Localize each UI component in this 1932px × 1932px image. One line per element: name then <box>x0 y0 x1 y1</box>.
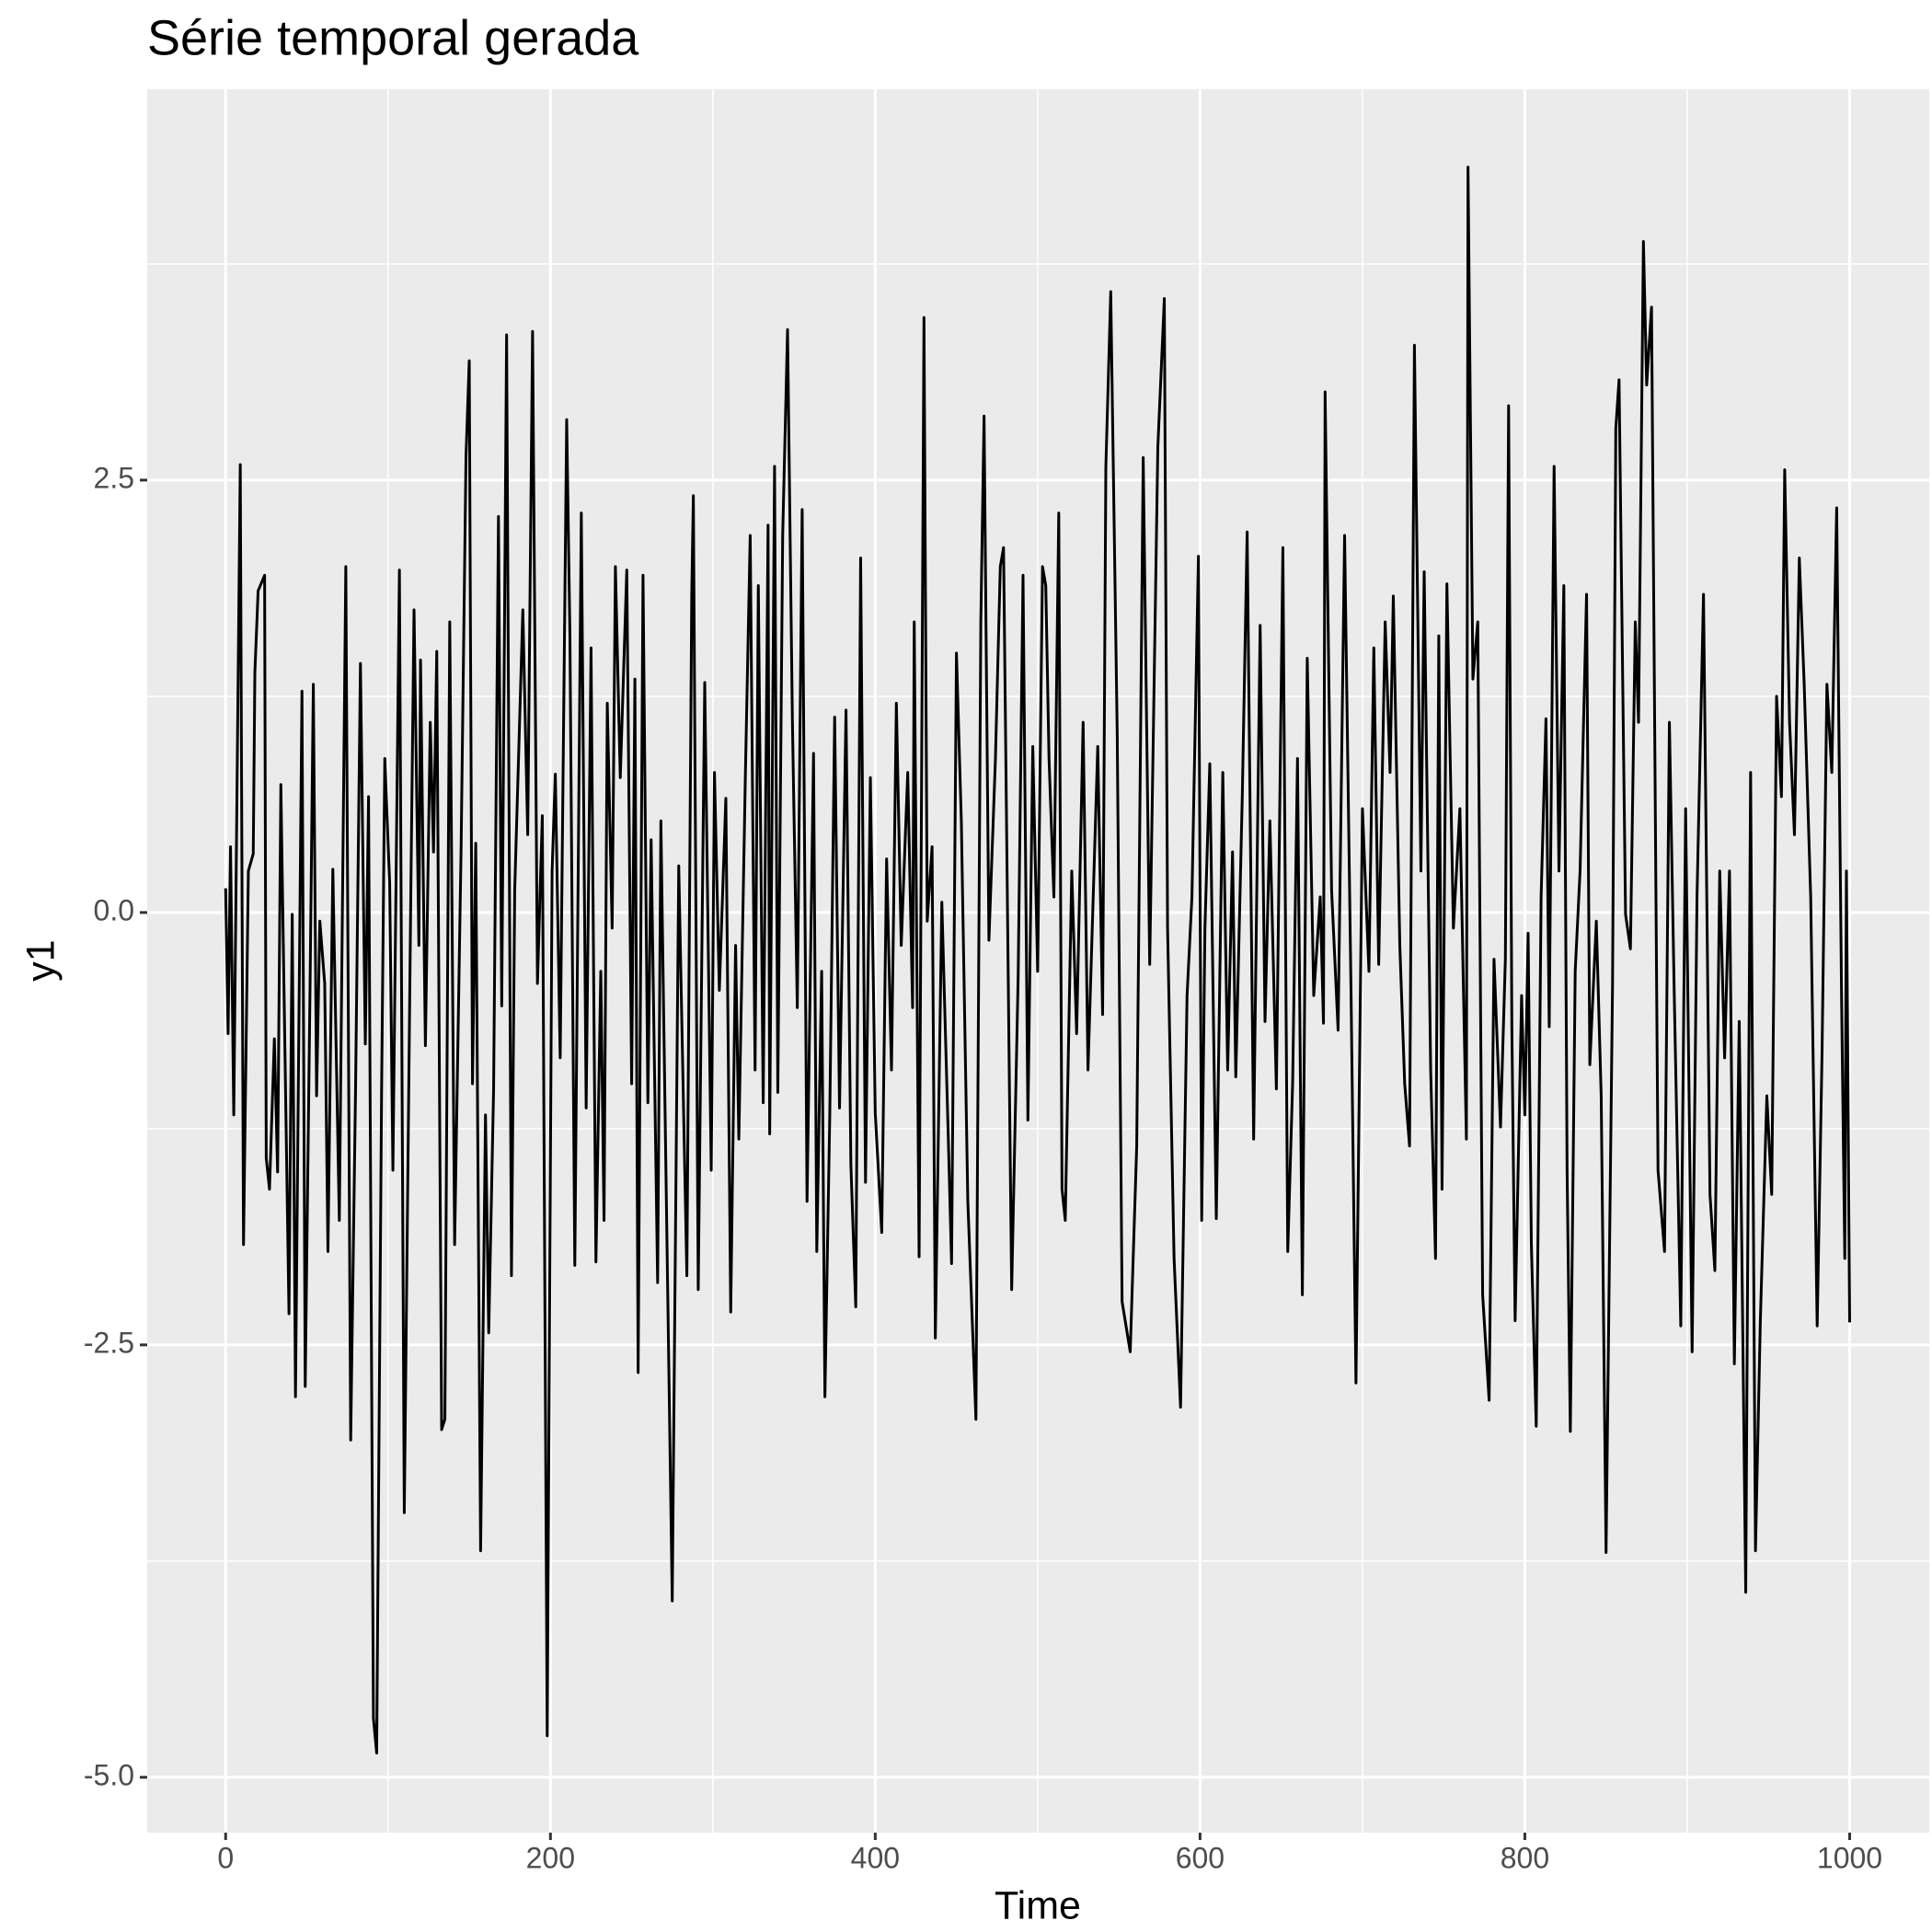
y-tick-label: -2.5 <box>84 1326 134 1359</box>
y-tick-label: 0.0 <box>94 893 134 926</box>
y-tick-label: -5.0 <box>84 1758 134 1791</box>
y-tick-label: 2.5 <box>94 461 134 494</box>
x-tick-label: 600 <box>1176 1841 1225 1874</box>
x-tick-label: 200 <box>526 1841 575 1874</box>
x-tick-label: 0 <box>217 1841 234 1874</box>
x-tick-label: 1000 <box>1817 1841 1882 1874</box>
chart-title: Série temporal gerada <box>147 10 639 65</box>
series-line <box>224 166 1851 1755</box>
y-axis-label: y1 <box>18 939 63 981</box>
x-tick-label: 800 <box>1501 1841 1549 1874</box>
x-axis-label: Time <box>995 1883 1081 1927</box>
x-tick-label: 400 <box>851 1841 900 1874</box>
